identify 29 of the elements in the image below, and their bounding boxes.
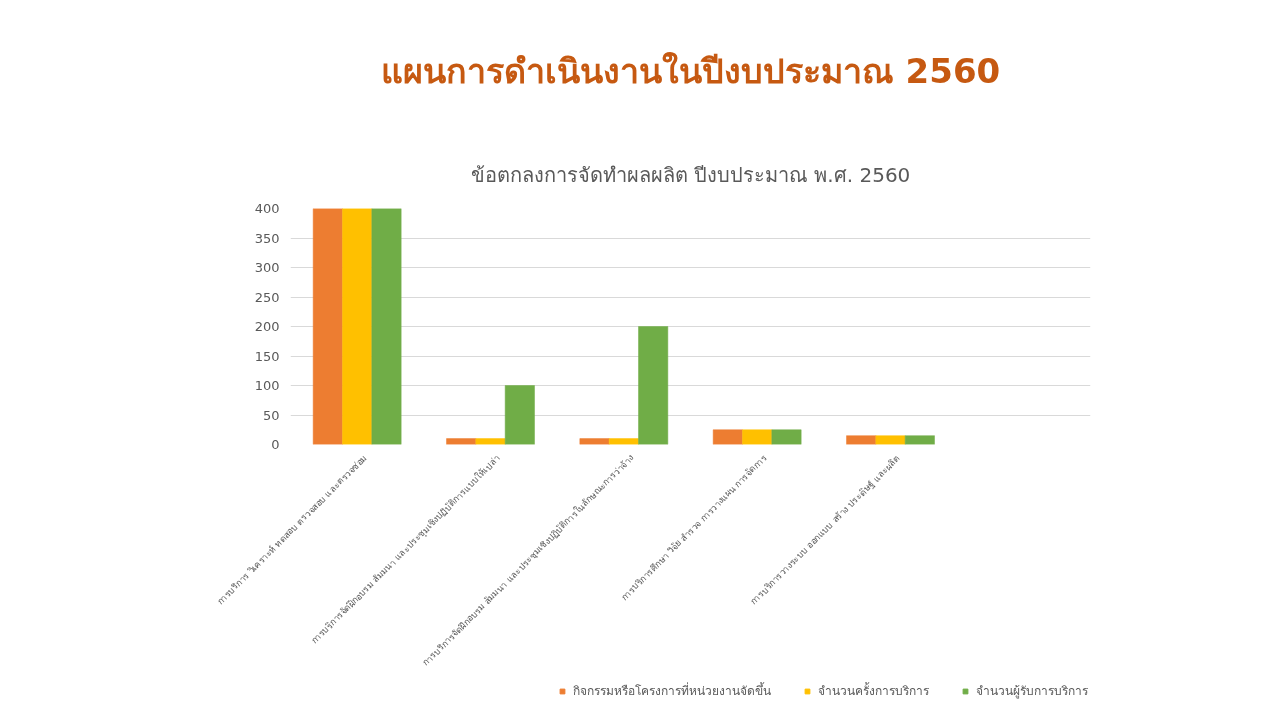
y-tick-label: 300 — [254, 260, 280, 275]
bar — [846, 435, 877, 445]
bar — [771, 429, 802, 445]
bar — [875, 435, 906, 445]
chart-subtitle: ข้อตกลงการจัดทำผลผลิต ปีงบประมาณ พ.ศ. 2560 — [470, 162, 911, 187]
bar — [742, 429, 773, 445]
y-tick-label: 0 — [271, 437, 280, 452]
legend-label: จำนวนผู้รับการบริการ — [976, 683, 1088, 700]
bar — [638, 326, 669, 445]
y-tick-label: 400 — [254, 201, 280, 216]
bar — [446, 438, 477, 445]
y-tick-label: 100 — [254, 378, 280, 393]
bar — [312, 208, 343, 445]
bar — [608, 438, 639, 445]
bar — [579, 438, 610, 445]
bar — [712, 429, 743, 445]
y-tick-label: 350 — [254, 230, 280, 246]
legend-label: กิจกรรมหรือโครงการที่หน่วยงานจัดขึ้น — [573, 681, 771, 700]
bar — [504, 385, 535, 445]
bar — [342, 208, 373, 445]
bar — [475, 438, 506, 445]
legend-label: จำนวนครั้งการบริการ — [818, 681, 929, 700]
y-tick-label: 200 — [254, 319, 280, 334]
chart-title: แผนการดำเนินงานในปีงบประมาณ 2560 — [380, 50, 1001, 91]
y-tick-label: 250 — [254, 289, 280, 305]
bar — [904, 435, 935, 445]
y-tick-label: 150 — [254, 348, 280, 364]
bar — [371, 208, 402, 445]
y-tick-label: 50 — [262, 407, 280, 423]
